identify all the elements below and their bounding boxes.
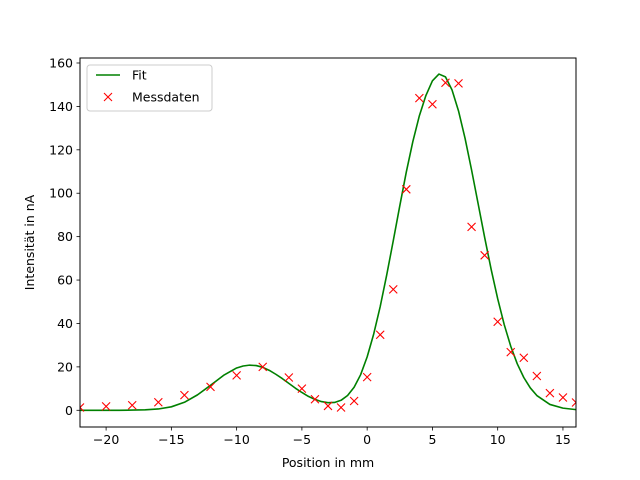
y-axis: 0 20 40 60 80 100 120 140 160 <box>49 55 80 418</box>
y-tick-label: 60 <box>57 273 73 288</box>
x-tick-label: −20 <box>93 432 119 447</box>
data-point <box>558 393 568 402</box>
y-tick-label: 20 <box>57 359 73 374</box>
y-tick-label: 160 <box>49 55 73 70</box>
legend-box <box>86 64 213 112</box>
x-tick-label: −5 <box>293 432 311 447</box>
y-tick-label: 120 <box>49 142 73 157</box>
data-point <box>127 400 137 410</box>
data-point <box>428 99 437 109</box>
y-axis-label: Intensität in nA <box>22 194 37 290</box>
data-point <box>441 78 450 88</box>
x-tick-label: 0 <box>363 432 371 447</box>
data-point <box>414 93 424 103</box>
legend-fit-label: Fit <box>132 68 147 83</box>
data-point <box>232 370 242 380</box>
data-point <box>506 347 516 357</box>
data-point <box>545 388 555 398</box>
y-tick-label: 80 <box>57 229 73 244</box>
data-point <box>323 401 333 411</box>
data-point <box>101 401 111 411</box>
plot-frame <box>79 57 577 428</box>
data-point <box>532 371 542 381</box>
data-point <box>362 372 372 382</box>
x-axis-label: Position in mm <box>282 455 374 470</box>
data-point <box>467 222 476 232</box>
data-point <box>401 184 411 194</box>
data-point <box>258 362 268 372</box>
data-point <box>284 373 294 382</box>
x-tick-label: 10 <box>490 432 506 447</box>
fit-line <box>80 73 576 412</box>
y-tick-label: 40 <box>57 316 73 331</box>
data-point <box>206 382 215 392</box>
x-tick-label: −15 <box>158 432 184 447</box>
data-point <box>375 330 385 340</box>
x-tick-label: 15 <box>555 432 571 447</box>
data-point <box>297 384 307 393</box>
data-point <box>349 396 359 406</box>
data-point <box>153 397 163 407</box>
data-point <box>493 317 503 327</box>
x-axis: −20 −15 −10 −5 0 5 10 15 <box>93 427 571 447</box>
data-point <box>336 403 346 412</box>
data-point <box>519 353 529 363</box>
data-point <box>571 398 576 407</box>
x-tick-label: 5 <box>428 432 436 447</box>
plot-area <box>79 57 577 428</box>
y-tick-label: 100 <box>49 186 73 201</box>
series-layer <box>80 73 576 412</box>
data-point <box>480 250 490 260</box>
data-point <box>454 79 463 88</box>
legend: Fit Messdaten <box>86 64 213 112</box>
x-tick-label: −10 <box>223 432 249 447</box>
y-tick-label: 140 <box>49 99 73 114</box>
data-point <box>388 284 398 294</box>
legend-messdaten-label: Messdaten <box>132 90 200 105</box>
legend-messdaten-marker <box>103 92 113 102</box>
data-point <box>310 394 320 404</box>
data-point <box>80 403 85 412</box>
data-point <box>180 390 189 400</box>
y-tick-label: 0 <box>65 403 73 418</box>
